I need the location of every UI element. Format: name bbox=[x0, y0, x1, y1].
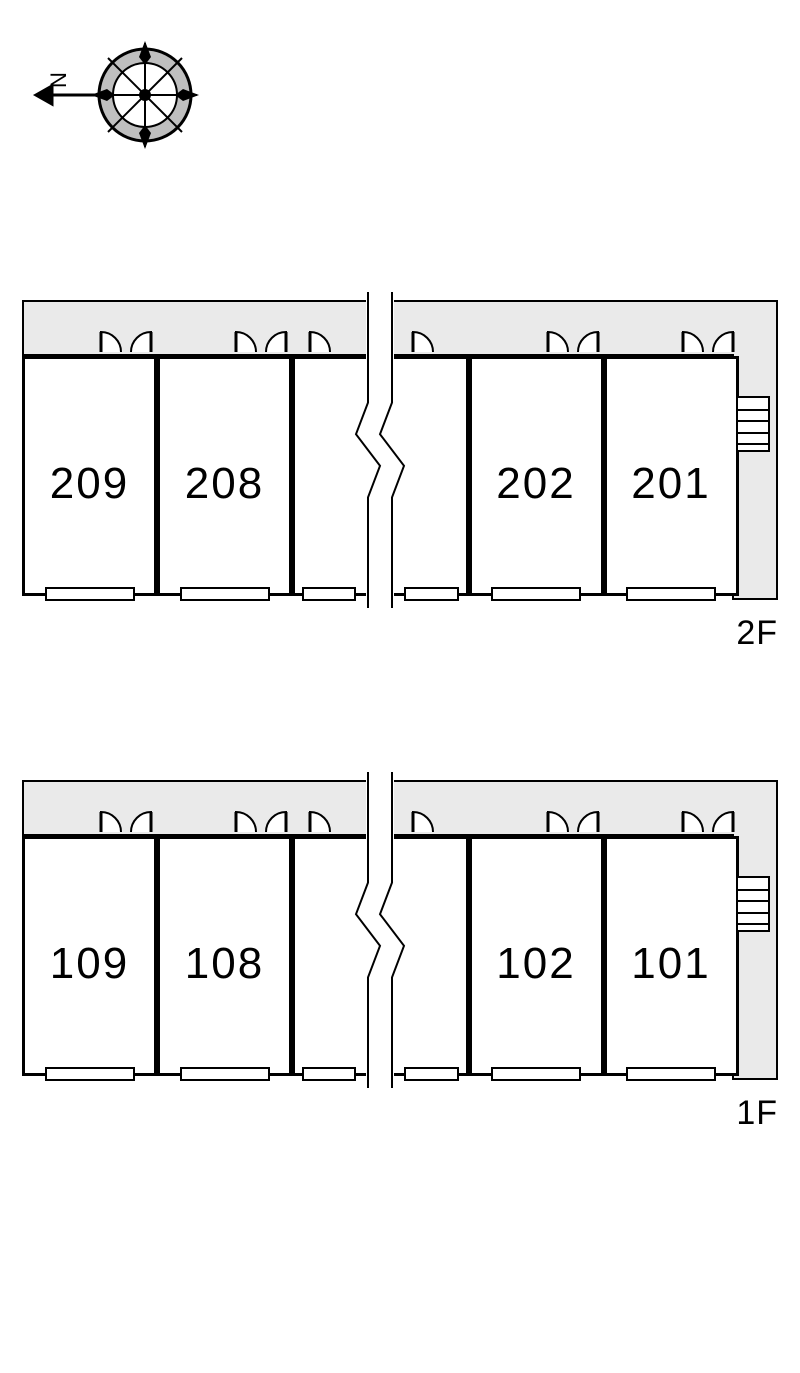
door-icon bbox=[574, 808, 600, 834]
door-icon bbox=[127, 808, 153, 834]
window-sill bbox=[45, 1067, 135, 1081]
room: 202 bbox=[469, 356, 604, 596]
window-sill bbox=[302, 587, 356, 601]
window-sill bbox=[626, 1067, 716, 1081]
walkway bbox=[732, 834, 778, 1080]
door-icon bbox=[308, 328, 334, 354]
walkway bbox=[732, 354, 778, 600]
window-sill bbox=[404, 1067, 458, 1081]
room: 208 bbox=[157, 356, 292, 596]
door-icon bbox=[234, 808, 260, 834]
floorplan-canvas: N bbox=[0, 0, 800, 1373]
door-icon bbox=[681, 328, 707, 354]
compass-north-label: N bbox=[46, 72, 71, 88]
door-icon bbox=[127, 328, 153, 354]
door-icon bbox=[411, 328, 437, 354]
room: 101 bbox=[604, 836, 739, 1076]
floor-label: 1F bbox=[736, 1094, 778, 1133]
room: 109 bbox=[22, 836, 157, 1076]
window-sill bbox=[491, 587, 581, 601]
room-number: 209 bbox=[25, 459, 154, 509]
floor-plan: 209 208 202 201 bbox=[22, 300, 778, 600]
door-icon bbox=[234, 328, 260, 354]
door-icon bbox=[99, 328, 125, 354]
compass-icon: N bbox=[30, 30, 210, 160]
window-sill bbox=[626, 587, 716, 601]
door-icon bbox=[574, 328, 600, 354]
room-number: 208 bbox=[160, 459, 289, 509]
door-icon bbox=[411, 808, 437, 834]
room: 201 bbox=[604, 356, 739, 596]
door-icon bbox=[262, 328, 288, 354]
window-sill bbox=[180, 1067, 270, 1081]
floor-1F: 109 108 102 101 1F bbox=[22, 780, 778, 1140]
window-sill bbox=[180, 587, 270, 601]
stair-icon bbox=[736, 876, 770, 932]
room-number: 109 bbox=[25, 939, 154, 989]
room-number: 108 bbox=[160, 939, 289, 989]
room-number: 201 bbox=[607, 459, 736, 509]
room: 209 bbox=[22, 356, 157, 596]
door-icon bbox=[709, 328, 735, 354]
section-break-icon bbox=[350, 772, 410, 1088]
room-number: 101 bbox=[607, 939, 736, 989]
room: 108 bbox=[157, 836, 292, 1076]
door-icon bbox=[262, 808, 288, 834]
door-icon bbox=[99, 808, 125, 834]
stair-icon bbox=[736, 396, 770, 452]
window-sill bbox=[45, 587, 135, 601]
floor-plan: 109 108 102 101 bbox=[22, 780, 778, 1080]
window-sill bbox=[491, 1067, 581, 1081]
floor-2F: 209 208 202 201 2F bbox=[22, 300, 778, 660]
door-icon bbox=[546, 328, 572, 354]
door-icon bbox=[546, 808, 572, 834]
section-break-icon bbox=[350, 292, 410, 608]
room: 102 bbox=[469, 836, 604, 1076]
door-icon bbox=[681, 808, 707, 834]
floor-label: 2F bbox=[736, 614, 778, 653]
room-number: 102 bbox=[472, 939, 601, 989]
window-sill bbox=[404, 587, 458, 601]
door-icon bbox=[709, 808, 735, 834]
door-icon bbox=[308, 808, 334, 834]
room-number: 202 bbox=[472, 459, 601, 509]
window-sill bbox=[302, 1067, 356, 1081]
